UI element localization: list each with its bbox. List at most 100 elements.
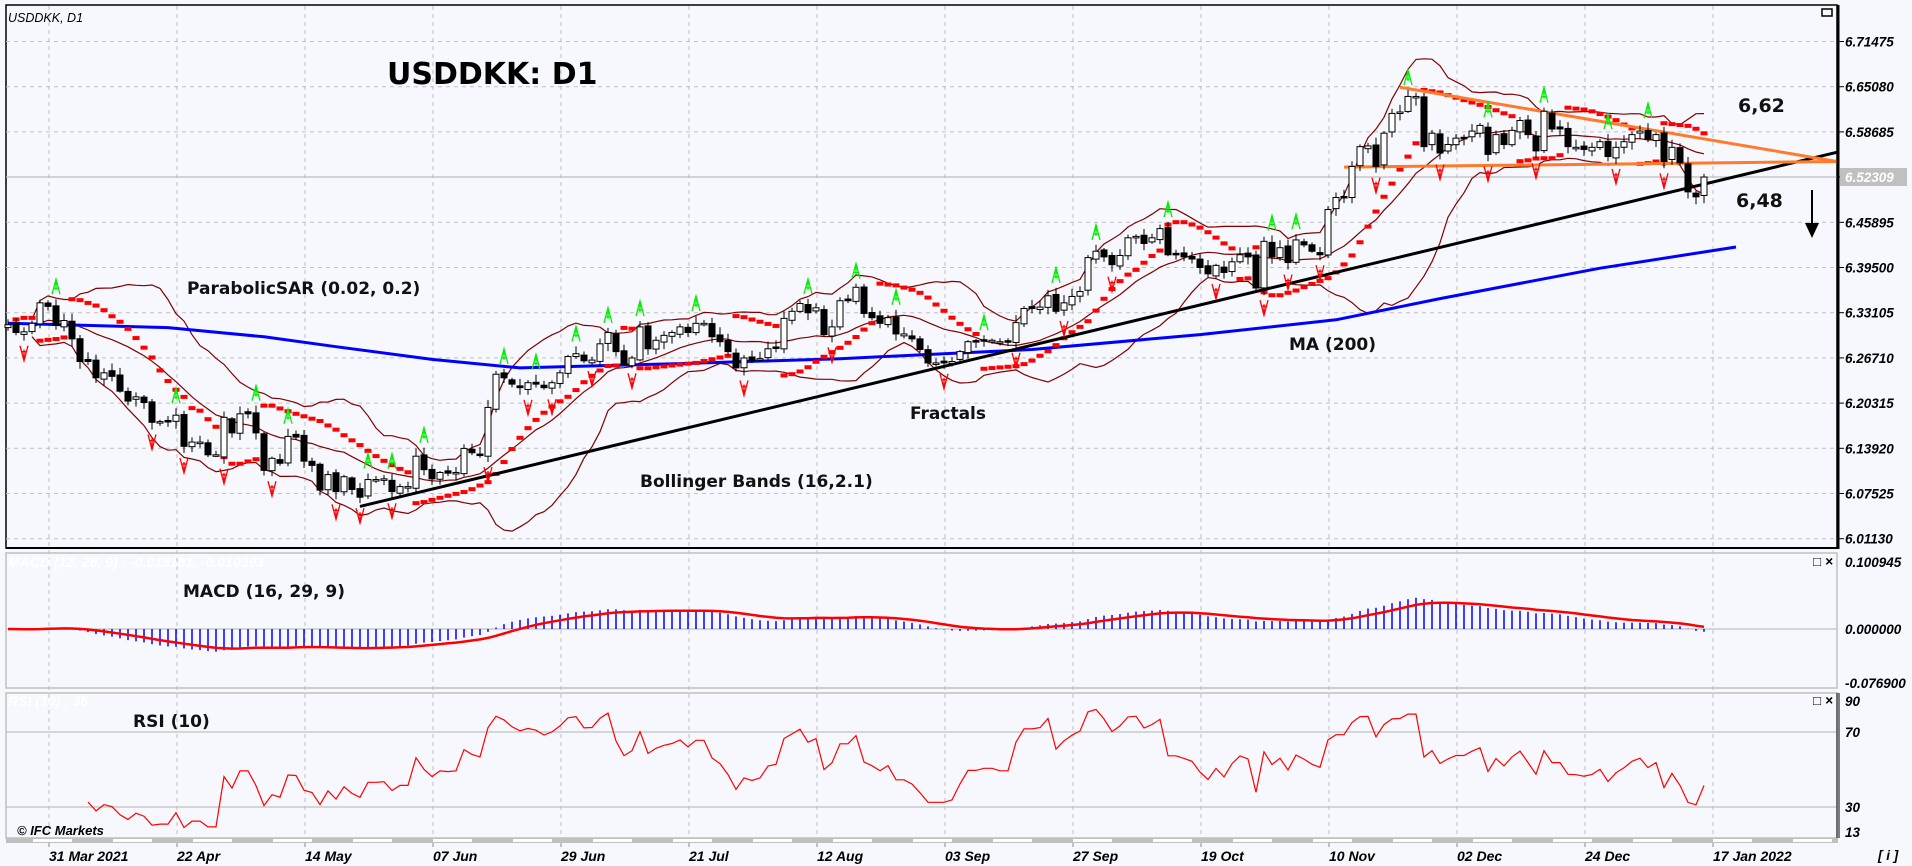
sar-dot [1364, 224, 1372, 229]
candle [276, 453, 284, 466]
sar-dot [20, 315, 28, 320]
candle-body [372, 479, 380, 482]
scrollbar-segment[interactable] [833, 839, 872, 842]
sar-dot [876, 281, 884, 286]
maximize-icon[interactable] [1821, 8, 1833, 17]
candle-body [508, 379, 516, 385]
date-axis-label: 02 Dec [1457, 848, 1502, 864]
fractal-down-marker [355, 507, 365, 526]
candle [76, 334, 84, 369]
candle [1148, 233, 1156, 244]
sar-dot [228, 461, 236, 466]
scrollbar-segment[interactable] [673, 839, 712, 842]
scrollbar-segment[interactable] [33, 839, 72, 842]
candle [676, 323, 684, 339]
candle-body [724, 339, 732, 353]
candle [156, 419, 164, 426]
price-axis-label: 6.26710 [1845, 351, 1894, 366]
fractals-label: Fractals [910, 404, 986, 424]
candle [604, 327, 612, 352]
candle [148, 399, 156, 430]
candle-body [1076, 291, 1084, 297]
candle [236, 406, 244, 441]
candle-body [1692, 192, 1700, 198]
candle-body [212, 454, 220, 457]
scrollbar-segment[interactable] [1633, 839, 1672, 842]
macd-maximize-button[interactable]: □ [1813, 554, 1821, 569]
scrollbar-segment[interactable] [1313, 839, 1352, 842]
scrollbar-segment[interactable] [753, 839, 792, 842]
candle-body [1172, 252, 1180, 256]
candle [100, 368, 108, 386]
scrollbar-segment[interactable] [1153, 839, 1192, 842]
upper-level-label: 6,62 [1738, 95, 1785, 117]
candle [724, 333, 732, 356]
candle [1492, 130, 1500, 155]
candle-body [764, 348, 772, 359]
sar-dot [1668, 122, 1676, 127]
sar-dot [180, 394, 188, 399]
scrollbar-segment[interactable] [993, 839, 1032, 842]
candle-body [68, 320, 76, 340]
sar-dot [1580, 107, 1588, 112]
trendline-resistance [1399, 85, 1838, 163]
sar-dot [124, 326, 132, 331]
scrollbar-segment[interactable] [1393, 839, 1432, 842]
fractal-up-marker [387, 451, 397, 469]
scrollbar-segment[interactable] [1073, 839, 1112, 842]
candle [1164, 222, 1172, 257]
candle-body [788, 310, 796, 321]
candle-body [188, 441, 196, 448]
rsi-maximize-button[interactable]: □ [1813, 693, 1821, 708]
candle-body [668, 332, 676, 337]
candle [36, 299, 44, 329]
candle-body [1084, 257, 1092, 291]
horizontal-scrollbar[interactable] [6, 838, 1838, 843]
scrollbar-segment[interactable] [1713, 839, 1752, 842]
scrollbar-segment[interactable] [353, 839, 392, 842]
candle-body [252, 412, 260, 434]
scrollbar-segment[interactable] [113, 839, 152, 842]
date-axis-label: 31 Mar 2021 [49, 848, 129, 864]
scrollbar-segment[interactable] [593, 839, 632, 842]
candle-body [244, 411, 252, 415]
macd-close-button[interactable]: × [1825, 554, 1833, 569]
scrollbar-segment[interactable] [1553, 839, 1592, 842]
candle-body [428, 468, 436, 480]
candle-body [1100, 249, 1108, 258]
candle [1028, 299, 1036, 314]
candle [1236, 247, 1244, 264]
scrollbar-segment[interactable] [273, 839, 312, 842]
scrollbar-segment[interactable] [1793, 839, 1832, 842]
candle [212, 450, 220, 458]
candle [132, 392, 140, 407]
sar-dot [1268, 293, 1276, 298]
candle [1140, 228, 1148, 251]
candle [1484, 122, 1492, 162]
candle-body [828, 326, 836, 337]
scrollbar-segment[interactable] [513, 839, 552, 842]
candle-body [92, 359, 100, 379]
candle-body [1028, 306, 1036, 309]
scrollbar-segment[interactable] [1233, 839, 1272, 842]
scrollbar-segment[interactable] [193, 839, 232, 842]
candle [1132, 234, 1140, 244]
info-button[interactable]: [ i ] [1877, 848, 1899, 863]
sar-dot [1292, 288, 1300, 293]
candle [1596, 138, 1604, 151]
candle [436, 470, 444, 485]
sar-dot [324, 423, 332, 428]
candle-body [1308, 244, 1316, 252]
fractal-down-marker [387, 503, 397, 521]
candle [1172, 249, 1180, 260]
scrollbar-segment[interactable] [913, 839, 952, 842]
rsi-close-button[interactable]: × [1825, 693, 1833, 708]
trendlines [359, 85, 1838, 508]
scrollbar-segment[interactable] [433, 839, 472, 842]
current-price-tag [1840, 167, 1907, 186]
scrollbar-segment[interactable] [1473, 839, 1512, 842]
candle-body [1108, 255, 1116, 266]
sar-dot [532, 417, 540, 422]
candle-body [988, 339, 996, 343]
sar-dot [1180, 220, 1188, 225]
